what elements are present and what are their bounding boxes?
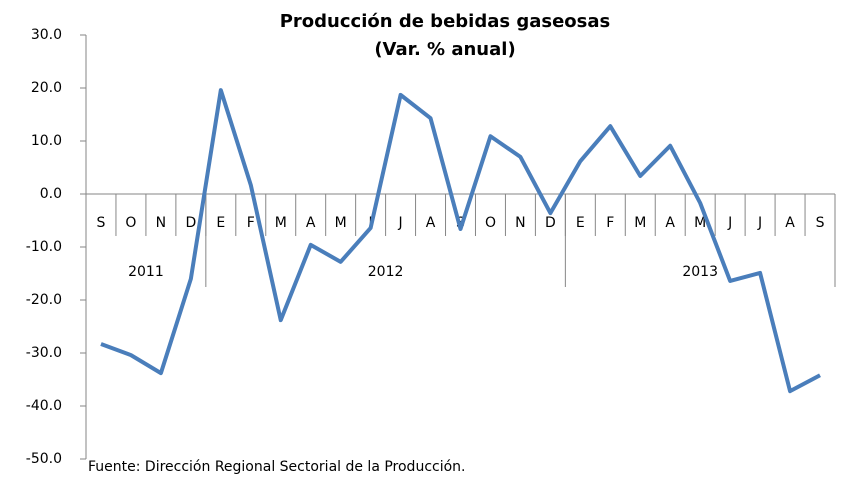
x-tick-label: O [125,215,136,231]
x-tick-label: D [545,215,556,231]
x-tick-label: J [757,215,762,231]
source-note: Fuente: Dirección Regional Sectorial de … [88,459,466,475]
x-tick-label: D [185,215,196,231]
chart-subtitle: (Var. % anual) [374,39,515,60]
x-tick-label: N [156,215,166,231]
x-tick-label: M [634,215,646,231]
x-tick-label: O [485,215,496,231]
y-tick-label: -20.0 [26,292,62,308]
x-tick-label: M [275,215,287,231]
y-tick-label: 10.0 [31,133,62,149]
x-tick-label: A [306,215,316,231]
year-label: 2012 [368,264,404,280]
x-tick-label: E [576,215,585,231]
y-tick-label: 20.0 [31,80,62,96]
x-tick-label: A [426,215,436,231]
x-tick-label: A [785,215,795,231]
year-label: 2013 [682,264,718,280]
y-tick-label: 30.0 [31,27,62,43]
x-tick-label: J [727,215,732,231]
x-tick-label: N [515,215,525,231]
x-tick-label: F [606,215,614,231]
x-tick-label: S [97,215,106,231]
x-tick-label: A [665,215,675,231]
y-tick-label: -50.0 [26,451,62,467]
x-tick-label: J [398,215,403,231]
x-tick-label: F [247,215,255,231]
x-tick-label: M [694,215,706,231]
year-label: 2011 [128,264,164,280]
y-tick-label: -40.0 [26,398,62,414]
x-tick-label: S [816,215,825,231]
chart-title: Producción de bebidas gaseosas [280,11,611,32]
data-line [100,88,821,394]
x-tick-label: M [335,215,347,231]
y-tick-label: -30.0 [26,345,62,361]
y-tick-label: -10.0 [26,239,62,255]
x-tick-label: E [216,215,225,231]
y-tick-label: 0.0 [40,186,62,202]
